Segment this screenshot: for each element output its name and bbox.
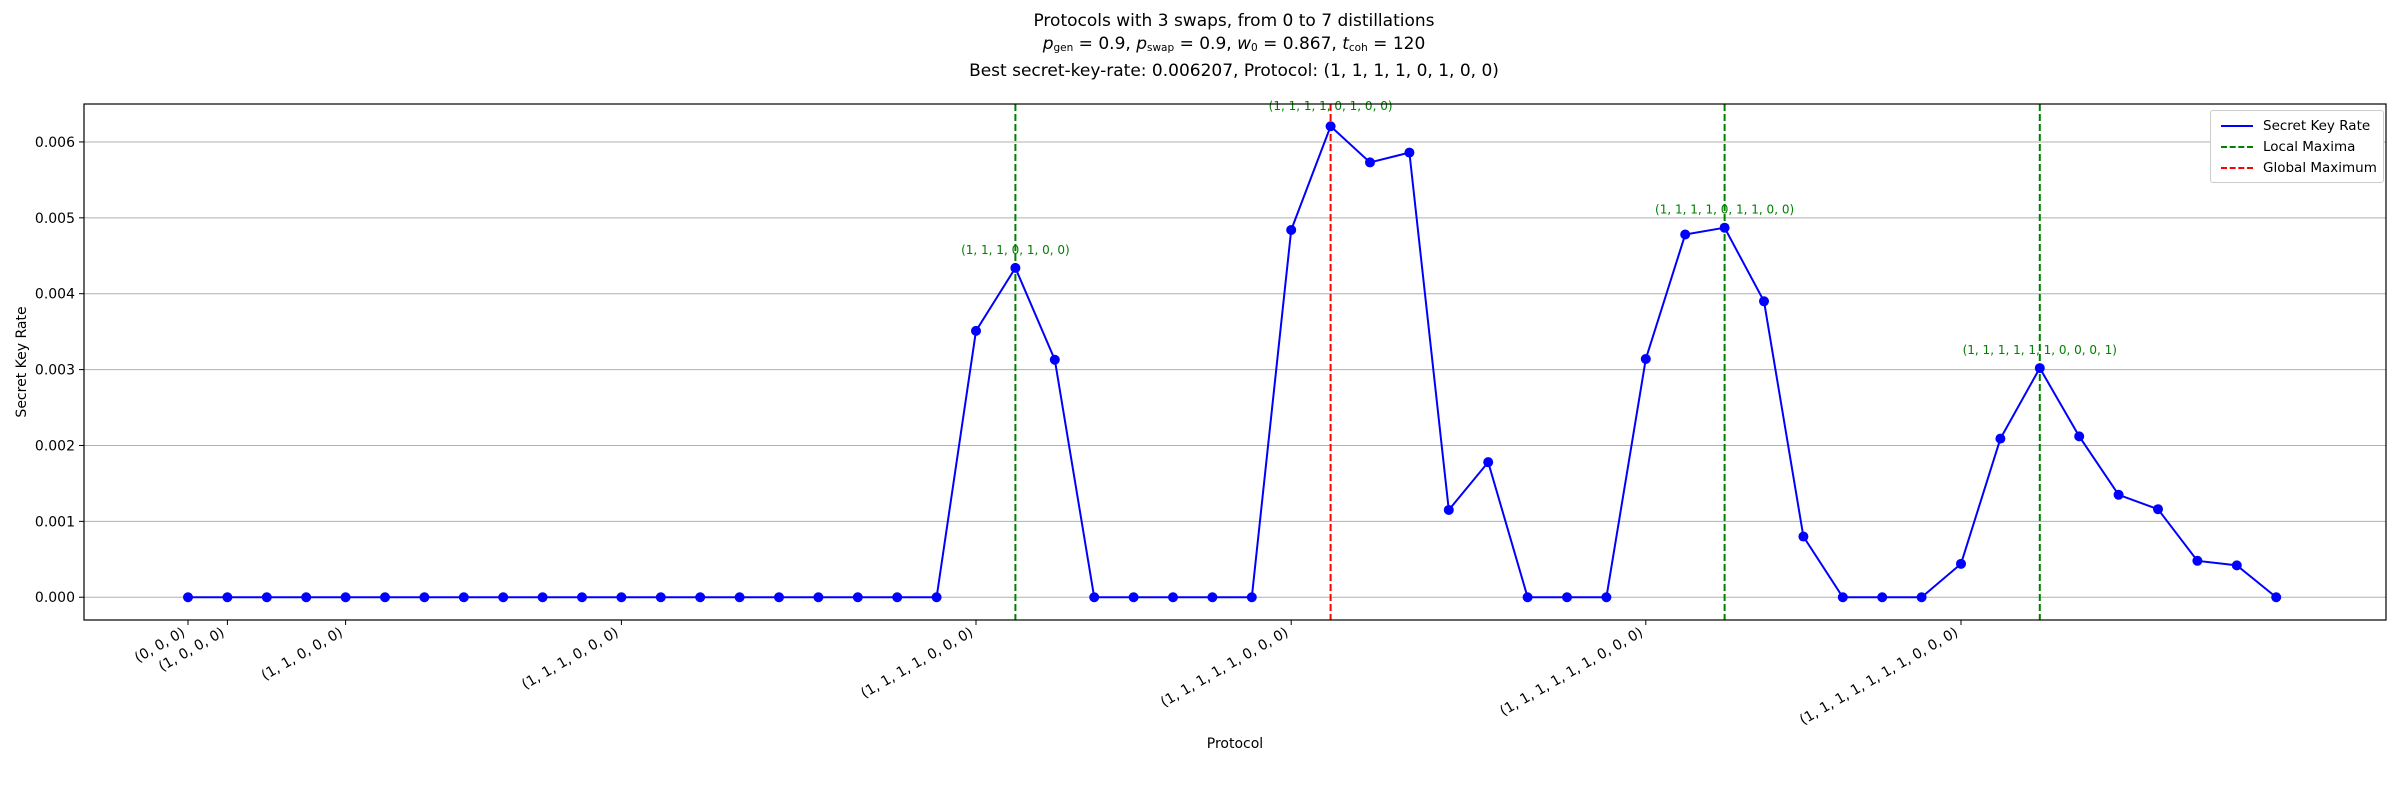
x-axis-label: Protocol (1207, 736, 1263, 752)
plot-frame (83, 103, 2387, 621)
data-point (852, 592, 863, 603)
data-point (1246, 592, 1257, 603)
x-tick-label: (1, 1, 1, 1, 1, 1, 1, 0, 0, 0) (1797, 625, 1961, 729)
data-point (1916, 592, 1927, 603)
x-tick-label: (1, 1, 0, 0, 0) (259, 625, 346, 684)
y-tick-label: 0.000 (35, 590, 75, 606)
data-point (892, 592, 903, 603)
x-tick-label: (1, 1, 1, 1, 1, 1, 0, 0, 0) (1497, 625, 1646, 720)
legend-swatch-solid (2221, 124, 2253, 127)
series-layer (183, 121, 2282, 603)
data-point (1601, 592, 1612, 603)
data-point (1404, 147, 1415, 158)
data-point (1522, 592, 1533, 603)
data-point (1640, 353, 1651, 364)
data-point (774, 592, 784, 603)
legend-swatch-dashed-green (2221, 145, 2253, 148)
data-point (261, 592, 272, 603)
data-point (1168, 592, 1178, 603)
legend-item-global-maximum: Global Maximum (2211, 157, 2383, 178)
data-point (1483, 457, 1494, 468)
data-point (2034, 363, 2045, 374)
data-point (1286, 224, 1297, 235)
data-point (1837, 592, 1848, 603)
data-point (1680, 229, 1691, 240)
y-tick-label: 0.002 (35, 438, 75, 454)
local-maximum-label: (1, 1, 1, 1, 1, 1, 0, 0, 0, 1) (1963, 343, 2117, 357)
x-tick-label: (1, 1, 1, 1, 0, 0, 0) (858, 625, 976, 702)
local-maximum-label: (1, 1, 1, 0, 1, 0, 0) (961, 243, 1070, 257)
data-point (1010, 262, 1021, 273)
data-point (577, 592, 587, 603)
y-tick-label: 0.004 (35, 287, 75, 303)
data-point (1365, 157, 1375, 168)
data-point (2192, 555, 2203, 566)
y-tick-label: 0.005 (35, 211, 75, 227)
data-point (498, 592, 509, 603)
data-point (1128, 592, 1139, 603)
data-point (222, 592, 233, 603)
data-point (1877, 592, 1888, 603)
data-point (301, 592, 312, 603)
legend-item-local-maxima: Local Maxima (2211, 136, 2383, 157)
legend-item-secret-key-rate: Secret Key Rate (2211, 115, 2383, 136)
x-tick-label: (1, 1, 1, 0, 0, 0) (519, 625, 621, 693)
chart-title-block: Protocols with 3 swaps, from 0 to 7 dist… (0, 10, 2400, 83)
data-point (1207, 592, 1218, 603)
global-maximum-label: (1, 1, 1, 1, 0, 1, 0, 0) (1269, 99, 1393, 113)
data-point (340, 592, 351, 603)
data-point (2271, 592, 2282, 603)
data-point (695, 592, 706, 603)
data-point (1049, 354, 1060, 365)
data-point (734, 592, 745, 603)
y-tick-label: 0.001 (35, 514, 75, 530)
chart-title: Protocols with 3 swaps, from 0 to 7 dist… (1033, 11, 1435, 31)
data-point (1759, 296, 1769, 307)
data-point (1719, 222, 1730, 233)
data-point (2074, 431, 2085, 442)
data-point (1089, 592, 1100, 603)
data-point (1798, 531, 1809, 542)
data-point (1562, 592, 1572, 603)
series-line (188, 124, 2277, 599)
annotations: (1, 1, 1, 0, 1, 0, 0) (1, 1, 1, 1, 0, 1, … (961, 99, 2117, 357)
local-maximum-label: (1, 1, 1, 1, 0, 1, 1, 0, 0) (1655, 203, 1794, 217)
data-point (183, 592, 193, 603)
data-point (931, 592, 942, 603)
data-point (655, 592, 666, 603)
data-point (380, 592, 390, 603)
data-point (2113, 489, 2124, 500)
y-tick-label: 0.006 (35, 135, 75, 151)
chart-parameters: pgen = 0.9, pswap = 0.9, w0 = 0.867, tco… (1042, 34, 1426, 54)
data-point (1325, 121, 1336, 132)
data-point (971, 325, 981, 336)
x-tick-label: (1, 1, 1, 1, 1, 0, 0, 0) (1158, 625, 1291, 711)
maxima-lines (1014, 104, 2041, 620)
data-point (813, 592, 824, 603)
data-point (2231, 560, 2242, 571)
legend-swatch-dashed-red (2221, 166, 2253, 169)
data-point (419, 592, 430, 603)
data-point (1443, 504, 1454, 515)
best-rate-line: Best secret-key-rate: 0.006207, Protocol… (969, 61, 1499, 81)
data-point (1956, 558, 1966, 569)
y-tick-label: 0.003 (35, 363, 75, 379)
data-point (458, 592, 469, 603)
data-point (2153, 504, 2163, 515)
y-axis-label: Secret Key Rate (14, 306, 30, 417)
data-point (537, 592, 548, 603)
legend: Secret Key Rate Local Maxima Global Maxi… (2210, 110, 2384, 183)
data-point (1995, 433, 2006, 444)
data-point (616, 592, 627, 603)
